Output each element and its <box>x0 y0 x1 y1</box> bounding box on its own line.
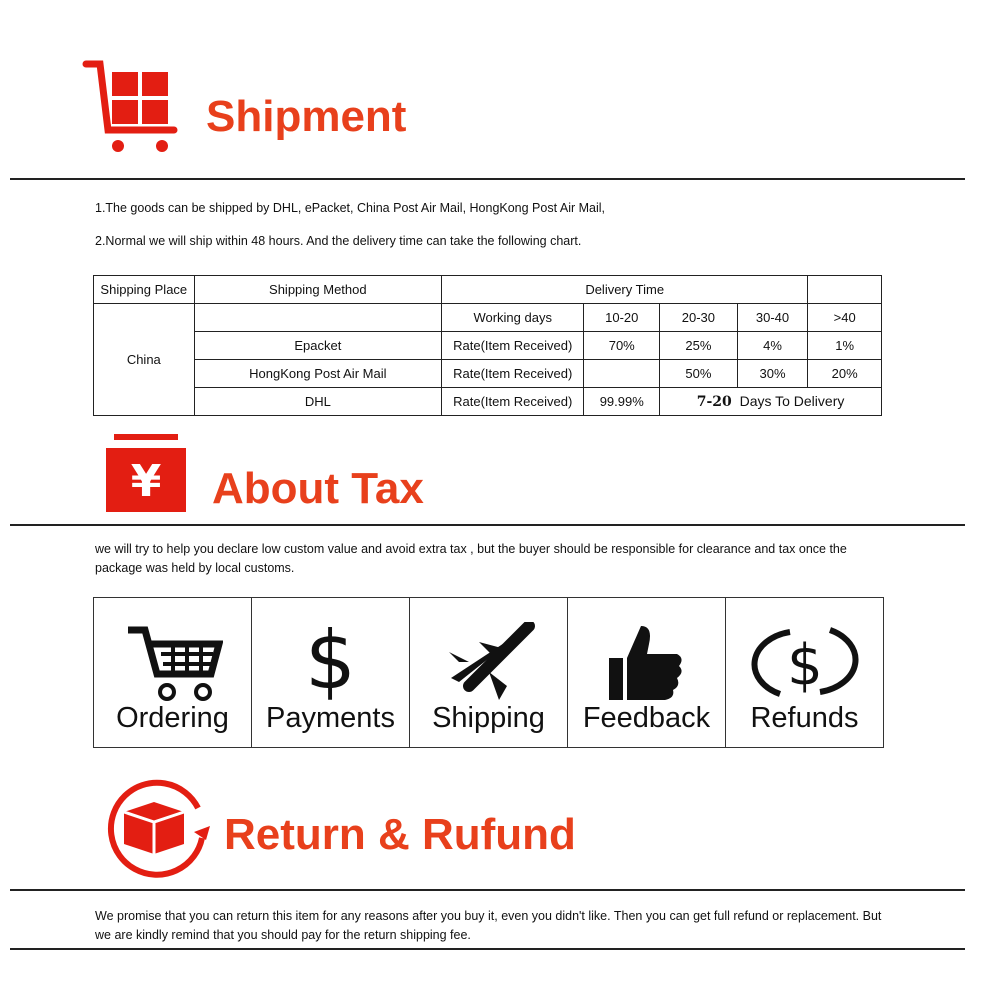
step-payments: $ Payments <box>252 598 410 747</box>
rate-label: Rate(Item Received) <box>441 359 585 388</box>
refund-dollar-icon: $ <box>751 627 858 698</box>
step-label: Feedback <box>582 702 711 734</box>
dollar-icon: $ <box>305 614 356 707</box>
rate: 30% <box>736 359 809 388</box>
method: HongKong Post Air Mail <box>193 359 443 388</box>
delivery-table: Shipping Place Shipping Method Delivery … <box>93 275 882 416</box>
header-shipping-place: Shipping Place <box>93 275 195 304</box>
thumbs-up-icon <box>608 626 682 700</box>
step-label: Shipping <box>432 702 545 734</box>
shipment-line-1: 1.The goods can be shipped by DHL, ePack… <box>95 201 605 215</box>
step-label: Payments <box>266 702 395 734</box>
dhl-note-text: Days To Delivery <box>739 393 845 409</box>
divider <box>10 948 965 950</box>
day-range: 10-20 <box>583 303 661 332</box>
table-row: HongKong Post Air Mail Rate(Item Receive… <box>94 359 882 388</box>
process-steps: Ordering $ Payments Shipping Feedback $ … <box>93 597 884 748</box>
rate: 99.99% <box>583 387 661 416</box>
day-range: 30-40 <box>736 303 809 332</box>
cart-icon <box>127 626 223 701</box>
shipment-heading: Shipment <box>206 92 407 141</box>
rate: 1% <box>807 331 882 360</box>
step-label: Ordering <box>116 702 229 734</box>
table-row: DHL Rate(Item Received) 99.99% 7-20 Days… <box>94 387 882 416</box>
working-days-label: Working days <box>441 303 585 332</box>
yen-icon: ¥ <box>106 434 186 512</box>
rate <box>583 359 661 388</box>
dhl-days: 7-20 <box>696 394 732 410</box>
divider <box>10 889 965 891</box>
rate: 50% <box>659 359 738 388</box>
rate: 70% <box>583 331 661 360</box>
method: Epacket <box>193 331 443 360</box>
shopping-cart-icon <box>82 60 178 152</box>
method: DHL <box>193 387 443 416</box>
svg-text:$: $ <box>787 633 823 698</box>
rate: 25% <box>659 331 738 360</box>
day-range: 20-30 <box>659 303 738 332</box>
step-refunds: $ Refunds <box>726 598 883 747</box>
tax-text: we will try to help you declare low cust… <box>95 542 847 575</box>
divider <box>10 178 965 180</box>
step-feedback: Feedback <box>568 598 726 747</box>
rate-label: Rate(Item Received) <box>441 387 585 416</box>
step-ordering: Ordering <box>94 598 252 747</box>
returns-text: We promise that you can return this item… <box>95 909 882 942</box>
table-header-row: Shipping Place Shipping Method Delivery … <box>93 275 882 304</box>
airplane-icon <box>448 622 535 700</box>
table-row: Epacket Rate(Item Received) 70% 25% 4% 1… <box>94 331 882 360</box>
header-shipping-method: Shipping Method <box>193 275 443 304</box>
step-shipping: Shipping <box>410 598 568 747</box>
place-china: China <box>93 303 195 416</box>
divider <box>10 524 965 526</box>
rate: 20% <box>807 359 882 388</box>
step-label: Refunds <box>750 702 859 734</box>
shipment-line-2: 2.Normal we will ship within 48 hours. A… <box>95 234 582 248</box>
header-delivery-time: Delivery Time <box>441 275 809 304</box>
tax-heading: About Tax <box>212 464 424 513</box>
return-box-icon <box>107 779 210 878</box>
dhl-note: 7-20 Days To Delivery <box>659 387 882 416</box>
day-range: >40 <box>807 303 882 332</box>
svg-text:¥: ¥ <box>131 456 162 507</box>
rate: 4% <box>736 331 809 360</box>
table-row: China Working days 10-20 20-30 30-40 >40 <box>93 303 882 416</box>
returns-heading: Return & Rufund <box>224 810 576 859</box>
rate-label: Rate(Item Received) <box>441 331 585 360</box>
